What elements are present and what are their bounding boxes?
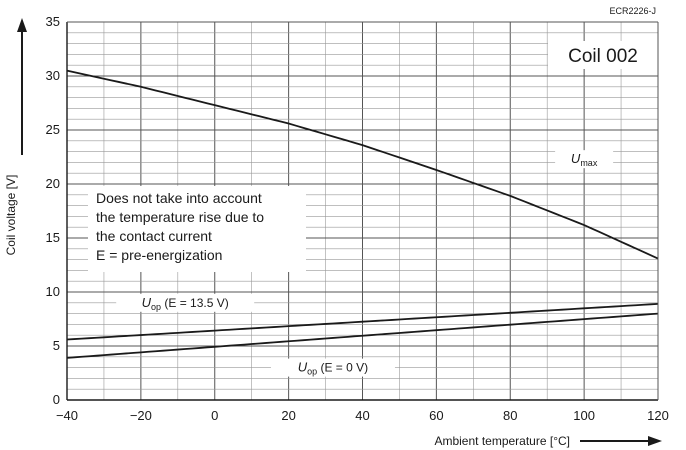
- series-label-background: [270, 358, 395, 377]
- note-line: the temperature rise due to: [96, 209, 264, 225]
- series-line-0: [66, 69, 659, 260]
- x-tick-label: 20: [281, 408, 295, 423]
- y-tick-label: 20: [46, 176, 60, 191]
- series-label-background: [555, 150, 614, 169]
- x-axis-arrowhead: [648, 436, 662, 446]
- x-tick-label: −20: [130, 408, 152, 423]
- y-tick-label: 0: [53, 392, 60, 407]
- x-tick-label: 60: [429, 408, 443, 423]
- x-tick-label: 0: [211, 408, 218, 423]
- note-line: the contact current: [96, 228, 212, 244]
- y-axis-label: Coil voltage [V]: [4, 175, 18, 256]
- coil-label: Coil 002: [568, 46, 638, 67]
- y-tick-label: 10: [46, 284, 60, 299]
- x-tick-label: 120: [647, 408, 669, 423]
- series-label: Uop (E = 0 V): [298, 360, 368, 377]
- x-tick-label: 40: [355, 408, 369, 423]
- y-tick-label: 25: [46, 122, 60, 137]
- y-tick-label: 35: [46, 14, 60, 29]
- series-label: Uop (E = 13.5 V): [142, 295, 229, 312]
- note-line: E = pre-energization: [96, 247, 222, 263]
- axes: [17, 18, 662, 446]
- chart-code: ECR2226-J: [609, 6, 656, 16]
- series-lines: [66, 69, 659, 359]
- chart-text: −40 −20 0 20 40 60 80 100 120 0 5 10 15 20 25 30 35 Coil …: [4, 6, 669, 448]
- x-tick-label: −40: [56, 408, 78, 423]
- y-tick-label: 5: [53, 338, 60, 353]
- y-tick-label: 30: [46, 68, 60, 83]
- y-tick-label: 15: [46, 230, 60, 245]
- note-line: Does not take into account: [96, 190, 262, 206]
- series-label: Umax: [571, 151, 598, 168]
- note-background: [88, 186, 306, 272]
- series-line-1: [66, 302, 659, 341]
- x-tick-label: 100: [573, 408, 595, 423]
- series-line-2: [66, 312, 659, 359]
- series-label-background: [116, 293, 255, 312]
- y-axis-arrowhead: [17, 18, 27, 32]
- x-axis-label: Ambient temperature [°C]: [434, 434, 570, 448]
- label-backgrounds: [88, 41, 660, 377]
- x-tick-label: 80: [503, 408, 517, 423]
- coil-label-background: [548, 41, 660, 69]
